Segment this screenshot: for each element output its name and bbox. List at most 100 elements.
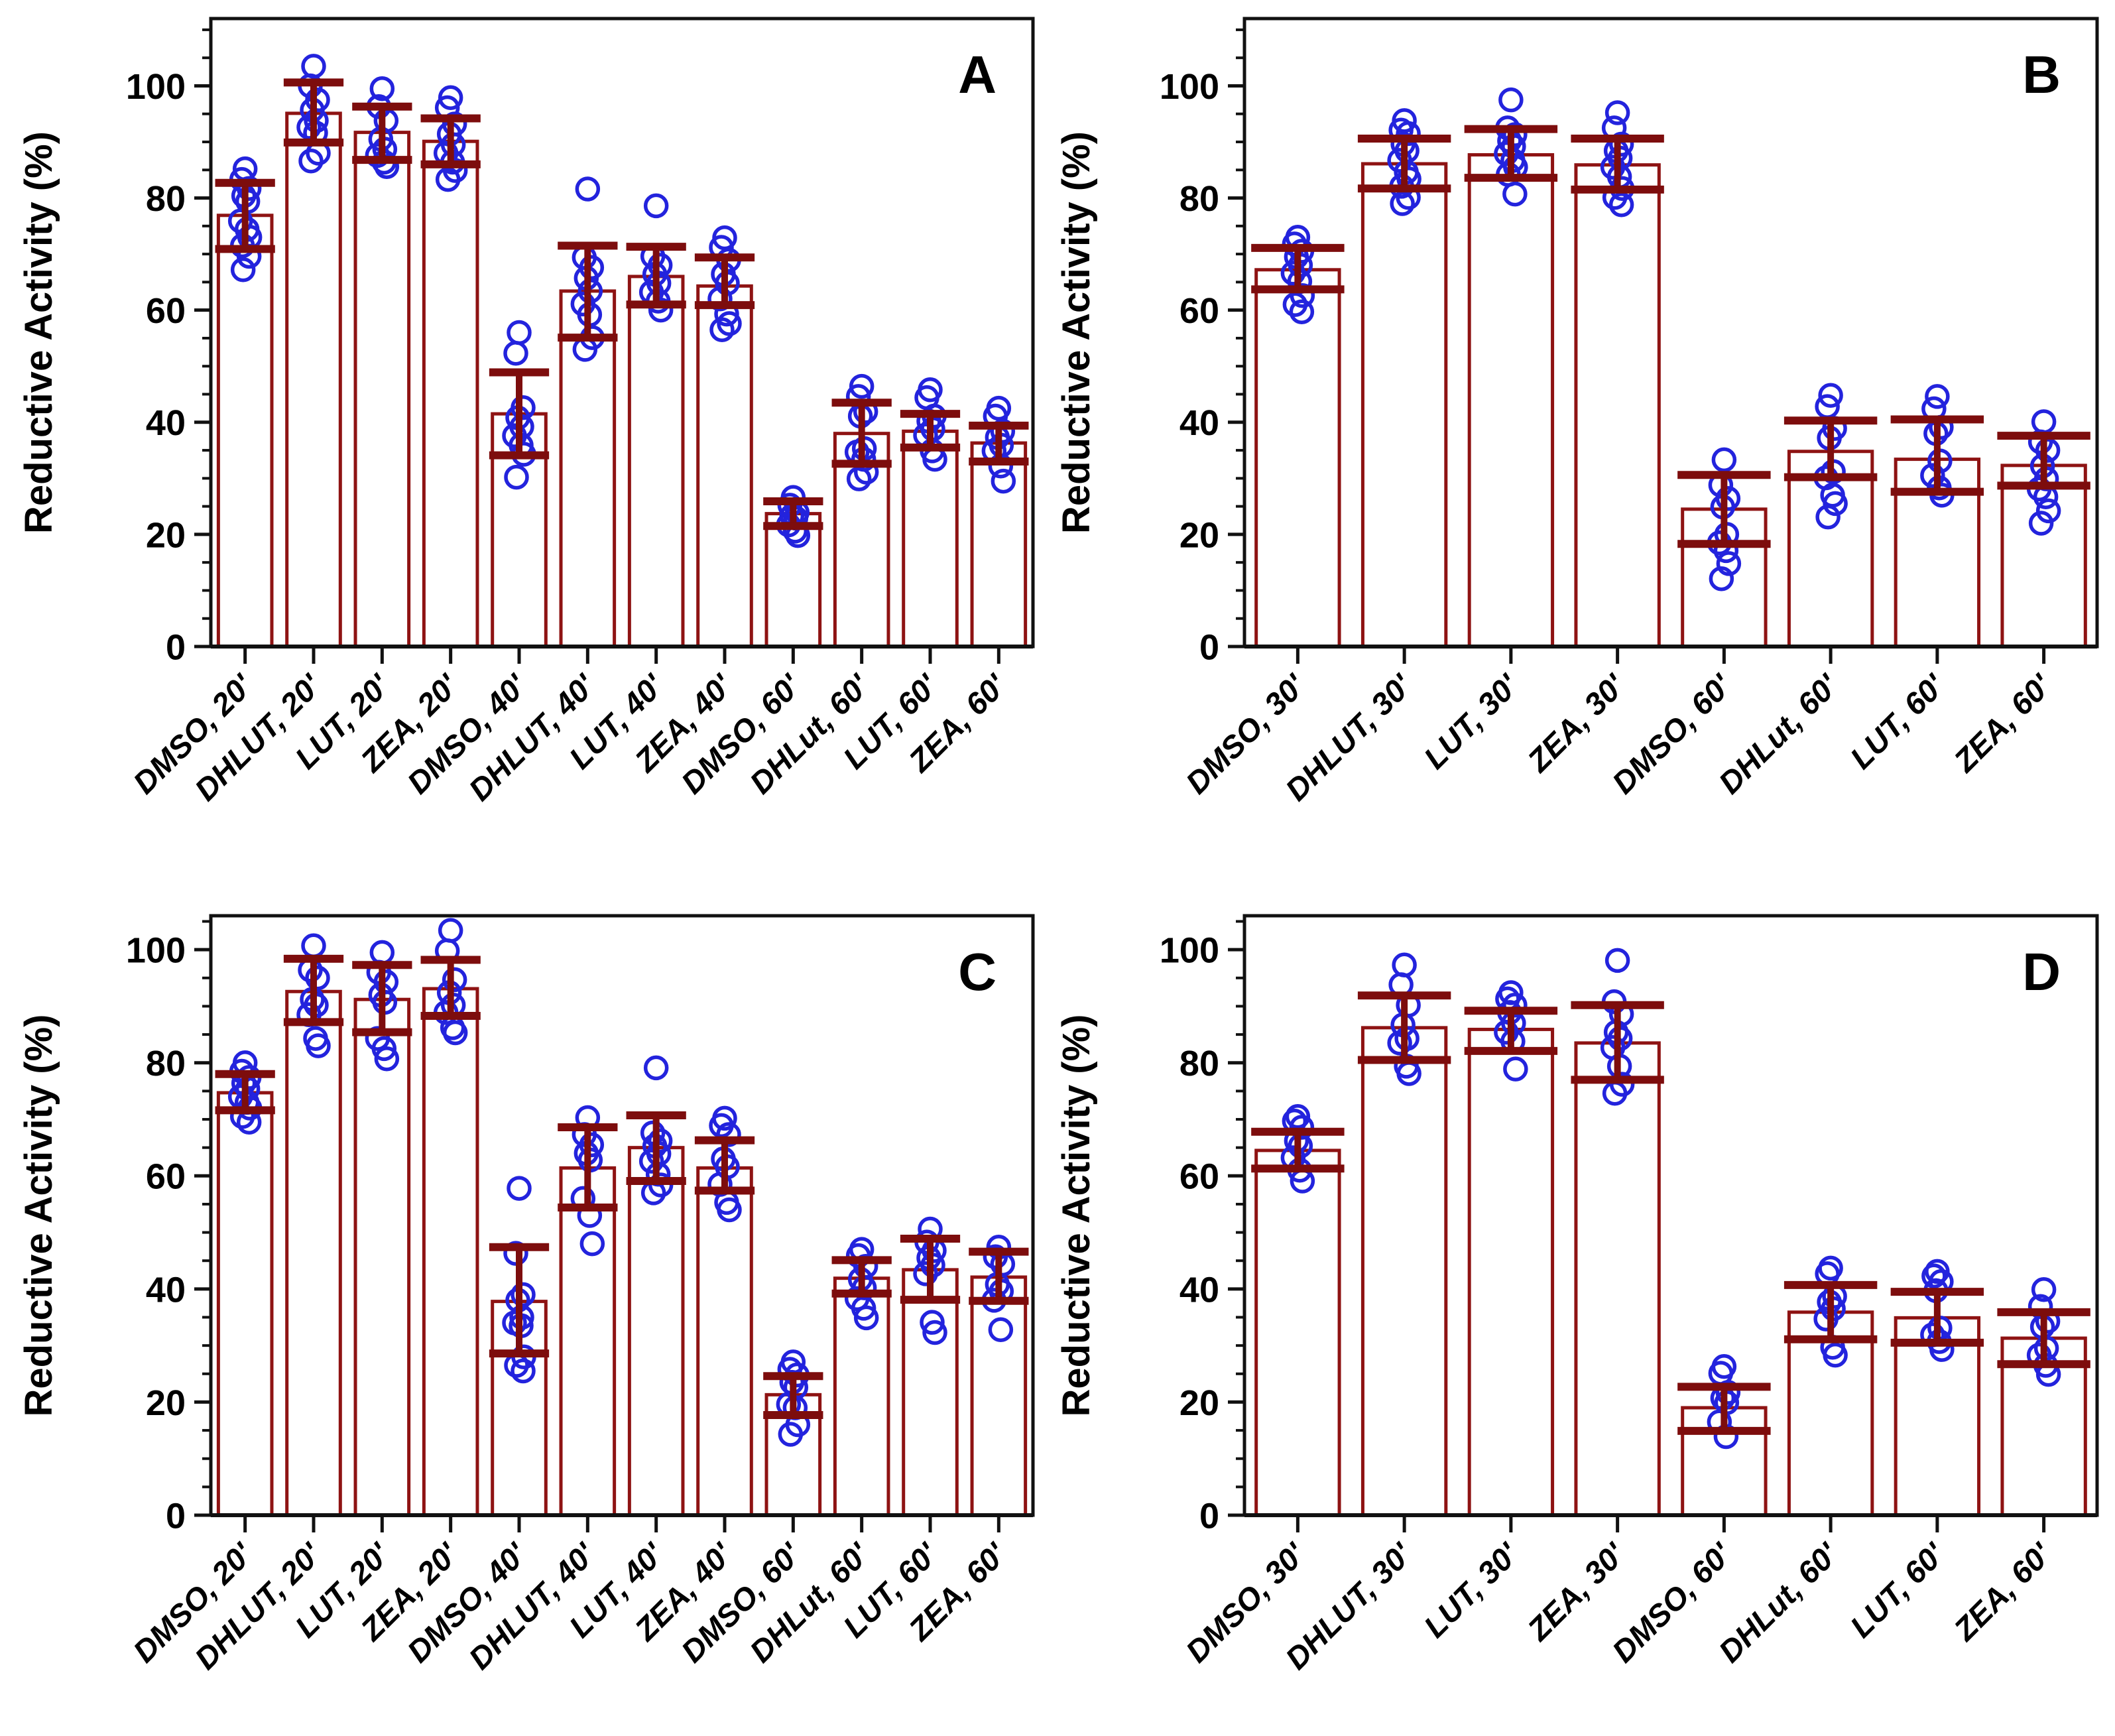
bar [1360,162,1448,649]
data-point [1823,1342,1848,1368]
bar [1254,268,1341,649]
panel-letter: D [2022,942,2061,1001]
data-point [1709,566,1734,591]
x-tick-label: LUT, 60' [1843,1535,1952,1644]
y-tick-label: 0 [1199,1496,1219,1536]
data-point [1815,504,1841,530]
data-point [1502,181,1528,207]
y-tick-label: 80 [1179,179,1219,219]
y-tick-label: 20 [1179,1383,1219,1423]
data-point [717,311,742,336]
data-point [374,1046,400,1072]
bar [353,131,411,649]
bar [2000,464,2087,649]
data-point [643,1055,669,1081]
data-point [647,1128,673,1154]
data-point [648,297,674,323]
data-point [442,1020,468,1046]
bar [422,139,479,649]
y-tick-label: 100 [126,67,186,107]
data-point [438,918,463,943]
bar [902,429,959,649]
panel-B: 0 20 40 60 80 100 Reductive Activity (%) DMSO, … [1058,0,2115,868]
data-point [922,1320,947,1345]
y-tick-label: 40 [146,1270,186,1310]
data-point [503,341,528,366]
y-axis-title: Reductive Activity (%) [1058,131,1098,534]
bar [216,1091,274,1517]
data-point [913,1261,938,1286]
data-point [507,1176,532,1201]
y-tick-label: 100 [126,931,186,971]
y-tick-label: 80 [1179,1044,1219,1084]
data-point [1608,131,1634,157]
data-point [438,85,463,110]
data-point [778,1422,804,1447]
bar [559,289,617,649]
data-point [1282,292,1308,317]
data-point [717,1197,742,1223]
data-point [2031,409,2057,434]
x-tick-label: ZEA, 30' [1520,1535,1632,1648]
panel-letter: C [958,942,997,1001]
data-point [643,193,669,219]
data-point [301,54,326,79]
bar [627,1146,685,1517]
data-point [1498,87,1524,113]
y-tick-label: 60 [146,291,186,331]
y-tick-label: 40 [1179,1270,1219,1310]
data-point [1289,1115,1315,1140]
x-tick-label: ZEA, 60' [1946,666,2059,779]
bar [285,111,342,649]
bar [627,275,685,649]
data-point [988,1317,1014,1343]
data-point [1503,1056,1528,1082]
data-point [301,933,326,958]
y-axis-title: Reductive Activity (%) [17,1015,60,1417]
data-point [851,1296,876,1321]
data-point [1813,1306,1839,1332]
data-point [990,418,1016,444]
bar [1467,153,1555,649]
bar [1574,163,1661,649]
panel-C: 0 20 40 60 80 100 Reductive Activity (%) DMSO, … [0,868,1058,1736]
data-point [1711,447,1737,473]
data-point [707,286,733,312]
x-tick-label: LUT, 30' [1417,666,1526,775]
bar [1894,1316,1981,1517]
y-tick-label: 20 [146,515,186,555]
y-tick-label: 100 [1160,931,1219,971]
data-point [296,115,322,140]
data-point [1392,952,1417,977]
data-point [920,1310,945,1335]
data-point [504,464,529,490]
data-point [298,149,324,174]
y-tick-label: 60 [1179,291,1219,331]
data-point [1608,192,1634,217]
x-tick-label: ZEA, 30' [1520,666,1632,779]
data-point [1604,100,1630,125]
y-tick-label: 40 [1179,403,1219,443]
y-tick-label: 80 [146,179,186,219]
bar [353,997,411,1517]
data-point [849,373,875,399]
panel-D: 0 20 40 60 80 100 Reductive Activity (%) DMSO, … [1058,868,2115,1736]
bar [1467,1027,1555,1517]
data-point [709,317,735,343]
data-point [1289,299,1315,324]
y-tick-label: 20 [146,1383,186,1423]
bar [902,1268,959,1517]
data-point [579,1231,605,1257]
bar [559,1166,617,1517]
y-tick-label: 40 [146,403,186,443]
bar [422,987,479,1517]
bar [285,989,342,1517]
y-tick-label: 0 [1199,627,1219,667]
data-point [511,1358,536,1384]
x-tick-label: LUT, 30' [1417,1535,1526,1644]
y-tick-label: 60 [146,1157,186,1197]
data-point [371,1036,397,1062]
